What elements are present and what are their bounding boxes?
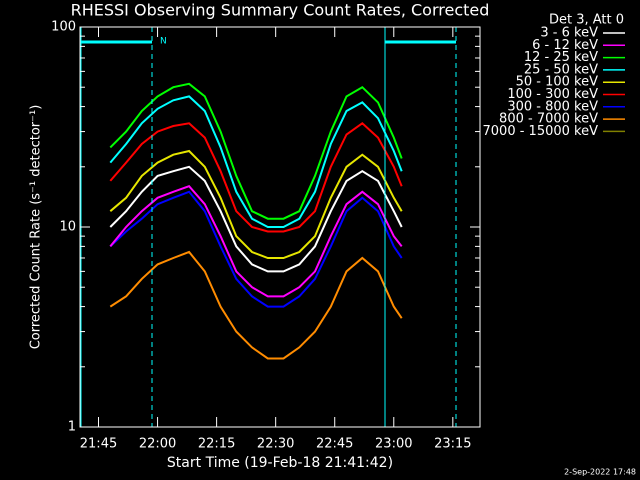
series-line <box>109 122 403 233</box>
series-line <box>109 95 403 228</box>
series-line <box>109 165 403 273</box>
x-tick-label: 22:15 <box>198 437 235 452</box>
annotation: N <box>160 37 167 47</box>
series-line <box>109 250 403 360</box>
legend-label: 800 - 7000 keV <box>499 112 598 127</box>
y-axis-label: Corrected Count Rate (s⁻¹ detector⁻¹) <box>29 105 44 350</box>
x-tick-label: 23:00 <box>375 437 412 452</box>
legend-title: Det 3, Att 0 <box>549 13 624 28</box>
y-tick-label: 10 <box>59 220 76 235</box>
legend-label: 25 - 50 keV <box>524 62 598 77</box>
legend-label: 7000 - 15000 keV <box>483 124 599 139</box>
series-line <box>109 82 403 220</box>
chart-title: RHESSI Observing Summary Count Rates, Co… <box>71 1 490 20</box>
legend-label: 12 - 25 keV <box>524 50 598 65</box>
x-tick-label: 22:45 <box>316 437 353 452</box>
y-tick-label: 1 <box>68 420 76 435</box>
footer: 2-Sep-2022 17:48 <box>564 468 636 477</box>
plot-area <box>109 82 403 360</box>
legend-label: 300 - 800 keV <box>507 99 598 114</box>
x-tick-label: 22:00 <box>139 437 176 452</box>
legend-label: 3 - 6 keV <box>540 26 598 41</box>
x-tick-label: 23:15 <box>434 437 471 452</box>
legend-label: 6 - 12 keV <box>532 38 598 53</box>
series-line <box>109 190 403 308</box>
series-line <box>109 185 403 298</box>
x-tick-label: 22:30 <box>257 437 294 452</box>
series-line <box>109 149 403 259</box>
x-axis-label: Start Time (19-Feb-18 21:41:42) <box>167 455 393 471</box>
legend-label: 50 - 100 keV <box>516 75 599 90</box>
y-tick-label: 100 <box>51 20 76 35</box>
x-tick-label: 21:45 <box>80 437 117 452</box>
legend-label: 100 - 300 keV <box>507 87 598 102</box>
